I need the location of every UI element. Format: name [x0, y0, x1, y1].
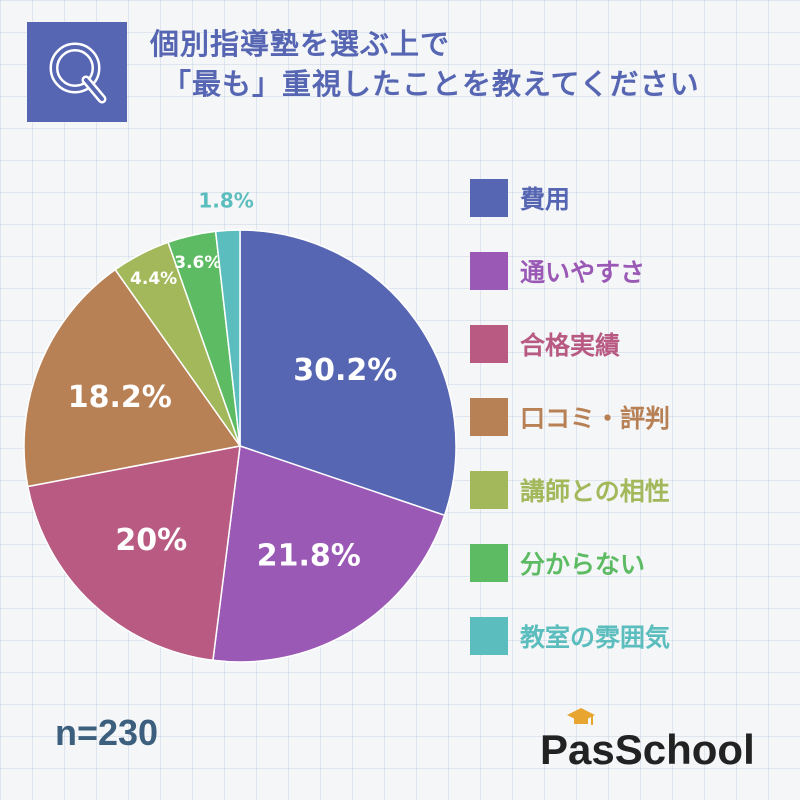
pie-label-6: 1.8% — [198, 188, 253, 212]
legend-label: 費用 — [520, 185, 571, 214]
pie-label-3: 18.2% — [68, 380, 172, 415]
legend-item-2: 合格実績 — [470, 321, 790, 367]
legend-label: 口コミ・評判 — [520, 404, 671, 433]
pie-label-4: 4.4% — [130, 269, 177, 289]
legend-label: 講師との相性 — [520, 477, 670, 506]
pie-label-2: 20% — [115, 523, 187, 558]
pie-slice-1 — [212, 444, 446, 663]
pie-slice-2 — [26, 445, 241, 662]
question-line-1: 個別指導塾を選ぶ上で — [150, 27, 451, 61]
brand-a-with-cap: a — [567, 708, 596, 774]
pie-slice-3 — [23, 268, 242, 488]
pie-label-1: 21.8% — [257, 538, 361, 573]
legend-swatch — [470, 617, 508, 655]
question-line-2: 「最も」重視したことを教えてください — [162, 67, 700, 101]
brand-a: a — [568, 726, 592, 773]
legend-item-1: 通いやすさ — [470, 248, 790, 294]
legend-item-6: 教室の雰囲気 — [470, 613, 790, 659]
pie-chart: 30.2% 21.8% 20% 18.2% 4.4%3.6% 1.8% — [23, 188, 457, 663]
legend-label: 通いやすさ — [520, 258, 646, 287]
brand-prefix: P — [540, 726, 569, 773]
legend-swatch — [470, 544, 508, 582]
brand-logo: P a sSchool — [540, 708, 755, 774]
legend-label: 分からない — [520, 550, 646, 579]
graduation-cap-icon — [567, 708, 596, 725]
pie-slice-0 — [239, 229, 457, 517]
legend-swatch — [470, 179, 508, 217]
legend-item-3: 口コミ・評判 — [470, 394, 790, 440]
legend-label: 教室の雰囲気 — [520, 623, 671, 652]
question-badge — [27, 22, 127, 122]
legend-swatch — [470, 325, 508, 363]
legend-item-4: 講師との相性 — [470, 467, 790, 513]
brand-suffix: sSchool — [591, 726, 755, 773]
q-letter-icon — [49, 42, 107, 104]
question-text: 個別指導塾を選ぶ上で 「最も」重視したことを教えてください — [150, 24, 790, 104]
legend-swatch — [470, 398, 508, 436]
legend-label: 合格実績 — [520, 331, 621, 360]
sample-size: n=230 — [55, 712, 159, 753]
legend-swatch — [470, 252, 508, 290]
legend-swatch — [470, 471, 508, 509]
legend-item-5: 分からない — [470, 540, 790, 586]
pie-label-5: 3.6% — [174, 253, 221, 273]
pie-slice-6 — [214, 229, 241, 447]
legend-item-0: 費用 — [470, 175, 790, 221]
pie-label-0: 30.2% — [293, 353, 397, 388]
